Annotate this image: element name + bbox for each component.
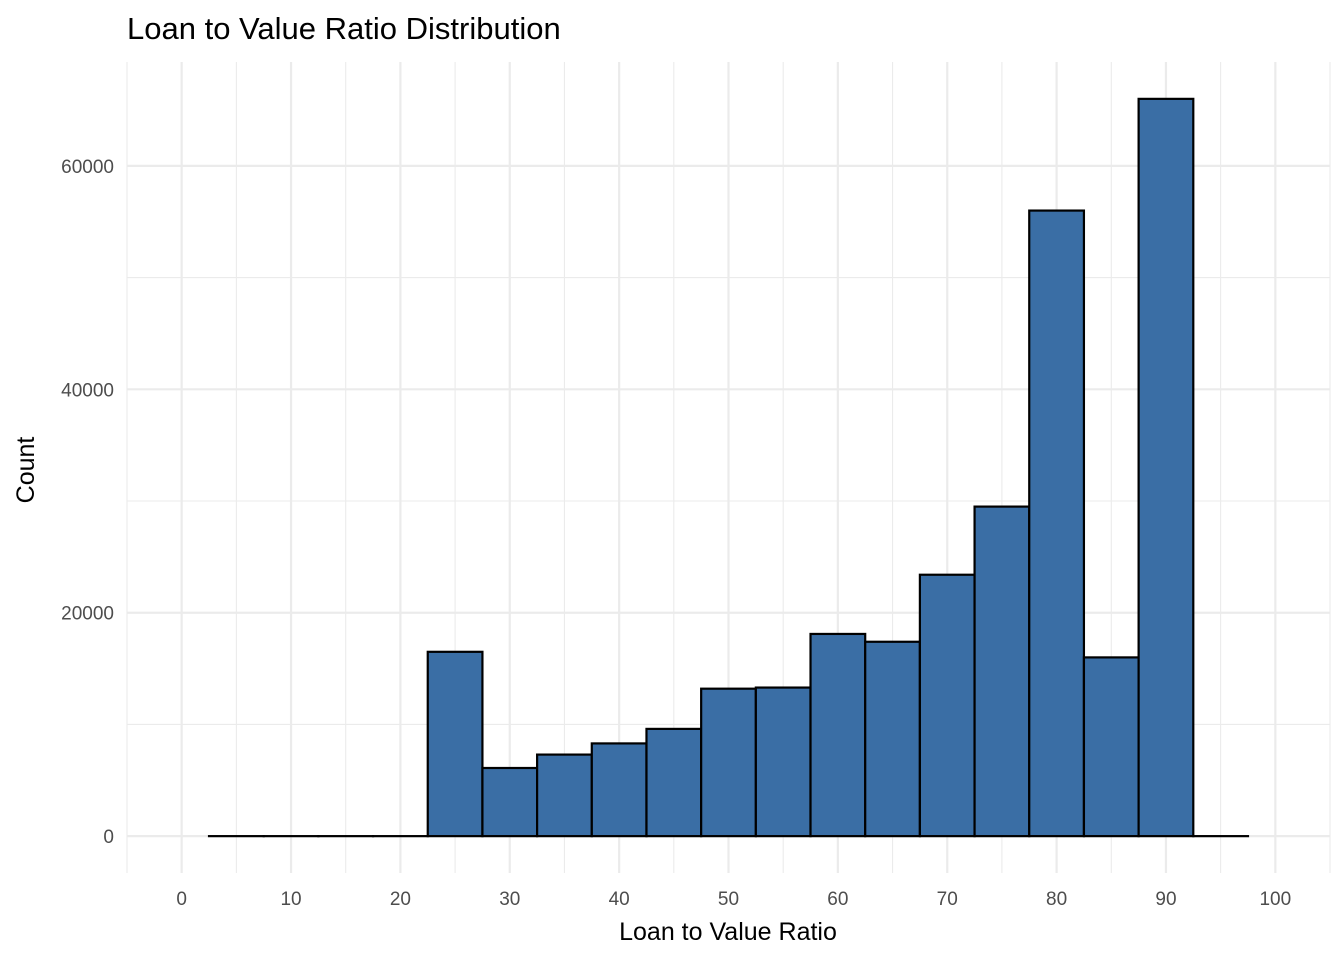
histogram-bar <box>1137 97 1195 838</box>
x-tick-label: 80 <box>1046 889 1067 910</box>
y-tick-label: 20000 <box>61 604 114 625</box>
histogram-bar <box>700 687 757 838</box>
histogram-bar <box>426 650 484 838</box>
y-tick-label: 0 <box>103 827 114 848</box>
x-tick-label: 0 <box>176 889 187 910</box>
y-tick-label: 60000 <box>61 157 114 178</box>
x-axis-title: Loan to Value Ratio <box>619 918 837 946</box>
histogram-bar <box>536 753 593 838</box>
y-axis-title: Count <box>12 437 40 504</box>
x-tick-label: 60 <box>827 889 848 910</box>
x-tick-label: 100 <box>1259 889 1291 910</box>
histogram-bar <box>1028 209 1086 838</box>
histogram-bar <box>754 686 812 838</box>
histogram-bar <box>864 640 921 838</box>
x-tick-label: 40 <box>609 889 630 910</box>
histogram-bar <box>1082 656 1140 838</box>
x-tick-label: 20 <box>390 889 411 910</box>
histogram-bar <box>481 766 539 838</box>
x-axis-ticks: 0 10 20 30 40 50 60 70 80 90 100 <box>176 889 1291 910</box>
y-tick-label: 40000 <box>61 380 114 401</box>
x-tick-label: 30 <box>499 889 520 910</box>
histogram-bar <box>590 742 648 838</box>
histogram-bar <box>809 632 867 838</box>
x-tick-label: 70 <box>937 889 958 910</box>
histogram-bar <box>973 505 1031 838</box>
histogram-bar <box>645 727 703 838</box>
x-tick-label: 10 <box>280 889 301 910</box>
histogram-bar <box>918 573 976 838</box>
histogram-bars <box>207 97 1250 838</box>
chart-title: Loan to Value Ratio Distribution <box>127 11 561 46</box>
x-tick-label: 50 <box>718 889 739 910</box>
x-tick-label: 90 <box>1155 889 1176 910</box>
y-axis-ticks: 0 20000 40000 60000 <box>61 157 114 848</box>
